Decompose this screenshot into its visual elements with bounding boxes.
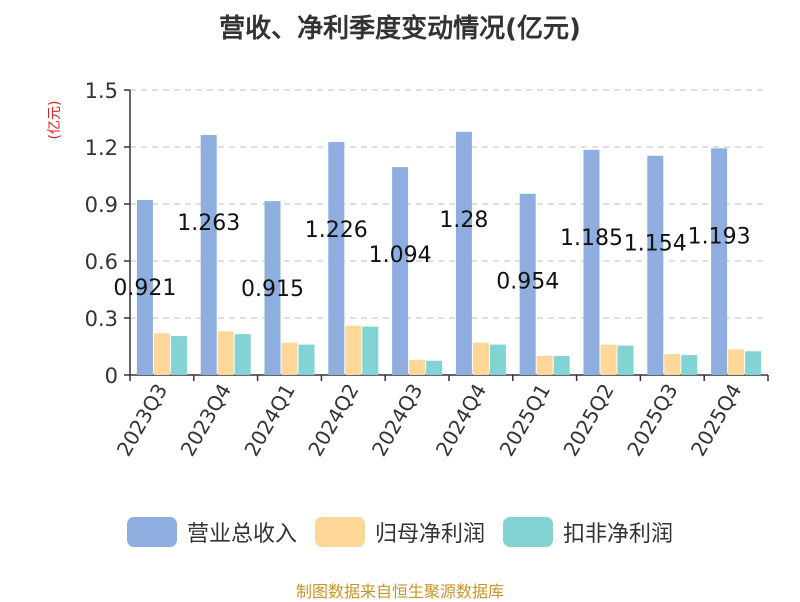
bar-deducted-profit — [617, 345, 634, 375]
y-tick-label: 0.3 — [85, 307, 118, 331]
chart-title: 营收、净利季度变动情况(亿元) — [219, 14, 581, 44]
x-tick-label: 2025Q3 — [622, 380, 682, 461]
data-label: 1.28 — [439, 208, 488, 233]
bar-deducted-profit — [362, 326, 379, 375]
data-label: 1.193 — [688, 224, 751, 249]
legend-swatch-net-profit — [314, 517, 365, 547]
bar-deducted-profit — [681, 355, 698, 375]
bar-revenue — [647, 155, 664, 375]
legend-swatch-deducted-profit — [503, 517, 553, 547]
x-tick-label: 2025Q4 — [686, 380, 746, 461]
bar-net-profit — [409, 359, 426, 375]
bar-net-profit — [600, 344, 617, 375]
x-tick-label: 2024Q1 — [239, 380, 299, 461]
bar-revenue — [200, 135, 217, 375]
bar-revenue — [392, 167, 409, 375]
y-tick-label: 0.6 — [85, 250, 118, 274]
x-tick-label: 2025Q1 — [495, 380, 555, 461]
bar-revenue — [136, 200, 153, 375]
legend-swatch-revenue — [126, 517, 177, 547]
bar-revenue — [455, 131, 472, 375]
data-label: 0.954 — [496, 270, 559, 295]
legend-label-revenue: 营业总收入 — [186, 522, 297, 547]
bar-net-profit — [536, 356, 553, 375]
bar-deducted-profit — [298, 344, 315, 375]
bar-revenue — [519, 193, 536, 375]
data-label: 1.226 — [305, 218, 368, 243]
x-tick-label: 2024Q2 — [303, 380, 363, 461]
data-label: 0.921 — [113, 276, 176, 301]
y-tick-label: 1.2 — [85, 136, 118, 160]
y-tick-label: 1.5 — [85, 79, 118, 103]
bar-deducted-profit — [234, 334, 251, 375]
bar-revenue — [264, 201, 281, 375]
x-tick-label: 2023Q4 — [176, 380, 236, 461]
x-tick-label: 2024Q3 — [367, 380, 427, 461]
bar-net-profit — [217, 331, 234, 375]
bar-deducted-profit — [489, 344, 506, 375]
bar-revenue — [711, 148, 728, 375]
bar-deducted-profit — [170, 336, 187, 375]
x-tick-label: 2025Q2 — [558, 380, 618, 461]
x-tick-label: 2024Q4 — [431, 380, 491, 461]
legend-item-net-profit[interactable]: 归母净利润 — [314, 516, 485, 548]
x-tick-label: 2023Q3 — [112, 380, 172, 461]
legend-label-deducted-profit: 扣非净利润 — [563, 522, 674, 547]
legend: 营业总收入 归母净利润 扣非净利润 — [0, 516, 800, 548]
bar-deducted-profit — [745, 351, 762, 375]
data-source-note: 制图数据来自恒生聚源数据库 — [295, 582, 504, 601]
legend-label-net-profit: 归母净利润 — [374, 522, 485, 547]
bar-net-profit — [472, 342, 489, 375]
bar-deducted-profit — [553, 356, 570, 375]
data-label: 1.263 — [177, 211, 240, 236]
y-tick-label: 0 — [105, 364, 118, 388]
bar-net-profit — [664, 354, 681, 375]
bar-deducted-profit — [426, 360, 443, 375]
bar-net-profit — [345, 325, 362, 375]
bar-net-profit — [153, 333, 170, 375]
data-label: 1.154 — [624, 232, 687, 257]
bar-net-profit — [728, 349, 745, 375]
data-label: 1.094 — [369, 243, 432, 268]
bar-revenue — [328, 142, 345, 375]
legend-item-revenue[interactable]: 营业总收入 — [126, 516, 297, 548]
data-label: 1.185 — [560, 226, 623, 251]
y-tick-label: 0.9 — [85, 193, 118, 217]
bar-net-profit — [281, 342, 298, 375]
legend-item-deducted-profit[interactable]: 扣非净利润 — [503, 516, 673, 548]
data-label: 0.915 — [241, 277, 304, 302]
bar-revenue — [583, 149, 600, 375]
